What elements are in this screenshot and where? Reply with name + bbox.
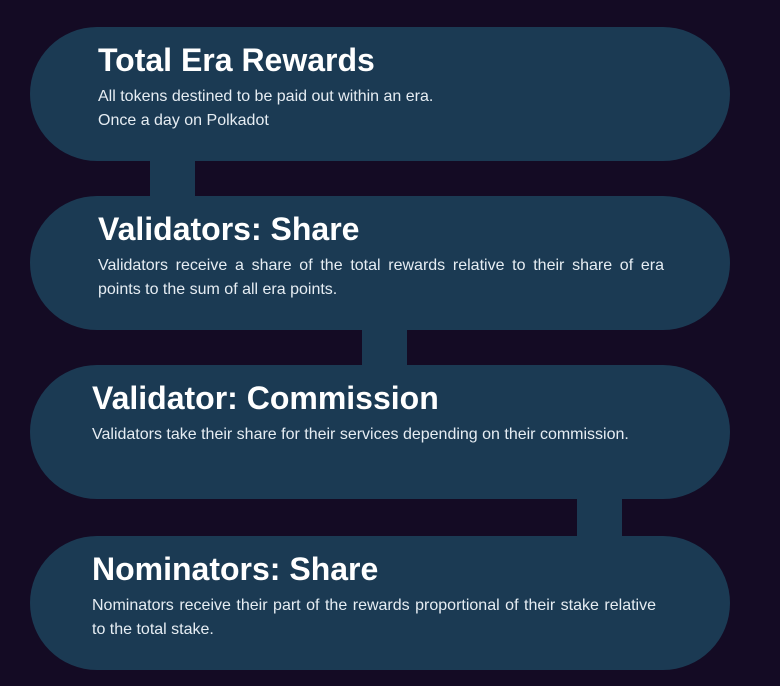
connector-2-3	[362, 327, 407, 369]
step-total-era-rewards: Total Era Rewards All tokens destined to…	[30, 27, 730, 161]
step-title: Validator: Commission	[92, 380, 439, 416]
step-description: Validators receive a share of the total …	[98, 257, 664, 298]
step-validator-commission: Validator: Commission Validators take th…	[30, 365, 730, 499]
step-description: Nominators receive their part of the rew…	[92, 597, 656, 638]
step-validators-share: Validators: Share Validators receive a s…	[30, 196, 730, 330]
step-description-line: Once a day on Polkadot	[98, 112, 269, 129]
step-description-line: All tokens destined to be paid out withi…	[98, 88, 434, 105]
step-title: Validators: Share	[98, 211, 360, 247]
connector-3-4	[577, 497, 622, 539]
step-description: All tokens destined to be paid out withi…	[98, 85, 640, 133]
step-title: Nominators: Share	[92, 551, 379, 587]
step-description: Validators take their share for their se…	[92, 426, 629, 443]
step-nominators-share: Nominators: Share Nominators receive the…	[30, 536, 730, 670]
step-title: Total Era Rewards	[98, 42, 375, 78]
connector-1-2	[150, 158, 195, 200]
